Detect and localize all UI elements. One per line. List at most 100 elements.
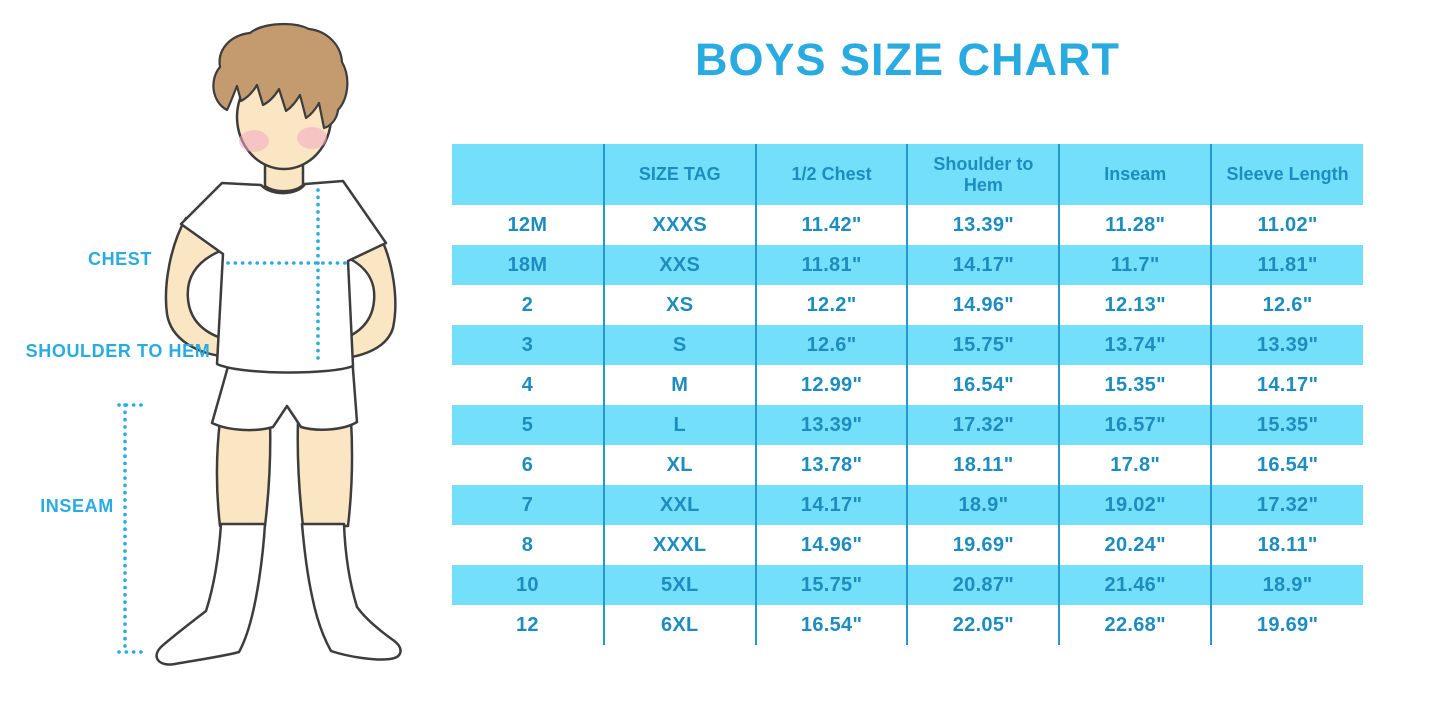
column-header: SIZE TAG bbox=[602, 144, 756, 205]
size-column-header bbox=[452, 144, 604, 205]
table-cell: 12M bbox=[507, 213, 548, 236]
table-cell: 13.74" bbox=[1058, 325, 1212, 365]
table-cell: 18.11" bbox=[1210, 525, 1363, 565]
table-row: 12 6XL 16.54" 22.05" 22.68" 19.69" bbox=[452, 605, 1363, 645]
table-cell: M bbox=[602, 365, 756, 405]
table-row: 5 L 13.39" 17.32" 16.57" 15.35" bbox=[452, 405, 1363, 445]
table-cell: 14.96" bbox=[906, 285, 1060, 325]
table-cell: S bbox=[602, 325, 756, 365]
table-cell: 12.2" bbox=[754, 285, 908, 325]
table-row: 2 XS 12.2" 14.96" 12.13" 12.6" bbox=[452, 285, 1363, 325]
table-cell: 14.17" bbox=[906, 245, 1060, 285]
table-cell: 10 bbox=[515, 573, 539, 596]
table-cell: 16.54" bbox=[906, 365, 1060, 405]
column-header: Sleeve Length bbox=[1210, 144, 1363, 205]
table-cell: 11.42" bbox=[754, 205, 908, 245]
table-row: 4 M 12.99" 16.54" 15.35" 14.17" bbox=[452, 365, 1363, 405]
table-cell: 8 bbox=[521, 533, 534, 556]
boy-sock-right bbox=[300, 522, 402, 661]
table-cell: 17.32" bbox=[906, 405, 1060, 445]
table-cell: XXL bbox=[602, 485, 756, 525]
inseam-label: INSEAM bbox=[40, 496, 114, 516]
table-cell: 17.32" bbox=[1210, 485, 1363, 525]
table-cell: XXS bbox=[602, 245, 756, 285]
table-cell: 15.75" bbox=[906, 325, 1060, 365]
table-cell: 14.17" bbox=[754, 485, 908, 525]
table-cell: XL bbox=[602, 445, 756, 485]
table-cell: 19.69" bbox=[1210, 605, 1363, 645]
table-cell: 21.46" bbox=[1058, 565, 1212, 605]
table-cell: 12.13" bbox=[1058, 285, 1212, 325]
table-cell: 6XL bbox=[602, 605, 756, 645]
table-cell: 11.81" bbox=[1210, 245, 1363, 285]
table-cell: 7 bbox=[521, 493, 534, 516]
table-cell: 12 bbox=[515, 613, 539, 636]
page-title: BOYS SIZE CHART bbox=[694, 34, 1121, 85]
table-row: 8 XXXL 14.96" 19.69" 20.24" 18.11" bbox=[452, 525, 1363, 565]
boy-leg-right bbox=[296, 418, 354, 528]
table-cell: 15.35" bbox=[1210, 405, 1363, 445]
table-cell: 5 bbox=[521, 413, 534, 436]
table-cell: 18.9" bbox=[906, 485, 1060, 525]
column-header: Inseam bbox=[1058, 144, 1212, 205]
table-cell: 19.69" bbox=[906, 525, 1060, 565]
table-cell: 16.54" bbox=[754, 605, 908, 645]
table-cell: L bbox=[602, 405, 756, 445]
table-row: 18M XXS 11.81" 14.17" 11.7" 11.81" bbox=[452, 245, 1363, 285]
boy-illustration bbox=[117, 22, 402, 666]
table-cell: 13.39" bbox=[754, 405, 908, 445]
table-body: 12M XXXS 11.42" 13.39" 11.28" 11.02" 18M XXS 11.… bbox=[452, 205, 1363, 645]
table-head-row: SIZE TAG 1/2 Chest Shoulder to Hem Inseam Sl… bbox=[452, 144, 1363, 205]
table-cell: 6 bbox=[521, 453, 534, 476]
table-row: 6 XL 13.78" 18.11" 17.8" 16.54" bbox=[452, 445, 1363, 485]
boy-tshirt bbox=[179, 179, 388, 374]
boy-cheek-right bbox=[297, 127, 327, 149]
table-cell: XS bbox=[602, 285, 756, 325]
table-cell: 18.11" bbox=[906, 445, 1060, 485]
table-cell: 15.35" bbox=[1058, 365, 1212, 405]
table-cell: 15.75" bbox=[754, 565, 908, 605]
table-cell: 18M bbox=[507, 253, 548, 276]
table-cell: 22.05" bbox=[906, 605, 1060, 645]
table-cell: 4 bbox=[521, 373, 534, 396]
table-cell: 11.28" bbox=[1058, 205, 1212, 245]
table-cell: 13.39" bbox=[906, 205, 1060, 245]
table-cell: 16.57" bbox=[1058, 405, 1212, 445]
table-cell: 11.7" bbox=[1058, 245, 1212, 285]
table-cell: 14.17" bbox=[1210, 365, 1363, 405]
table-cell: 12.6" bbox=[754, 325, 908, 365]
boy-leg-left bbox=[215, 418, 272, 528]
table-cell: 13.78" bbox=[754, 445, 908, 485]
table-cell: 22.68" bbox=[1058, 605, 1212, 645]
table-cell: 5XL bbox=[602, 565, 756, 605]
table-cell: 20.87" bbox=[906, 565, 1060, 605]
shoulder-to-hem-label: SHOULDER TO HEM bbox=[25, 341, 211, 361]
column-header: 1/2 Chest bbox=[754, 144, 908, 205]
table-cell: 19.02" bbox=[1058, 485, 1212, 525]
table-cell: XXXL bbox=[602, 525, 756, 565]
boy-measurement-diagram: CHEST SHOULDER TO HEM INSEAM bbox=[0, 0, 452, 723]
table-cell: 13.39" bbox=[1210, 325, 1363, 365]
table-row: 10 5XL 15.75" 20.87" 21.46" 18.9" bbox=[452, 565, 1363, 605]
table-cell: 3 bbox=[521, 333, 534, 356]
table-row: 12M XXXS 11.42" 13.39" 11.28" 11.02" bbox=[452, 205, 1363, 245]
table-cell: 12.6" bbox=[1210, 285, 1363, 325]
table-cell: 11.02" bbox=[1210, 205, 1363, 245]
table-cell: 14.96" bbox=[754, 525, 908, 565]
column-header: Shoulder to Hem bbox=[906, 144, 1060, 205]
table-cell: 17.8" bbox=[1058, 445, 1212, 485]
table-cell: 18.9" bbox=[1210, 565, 1363, 605]
size-chart-panel: BOYS SIZE CHART SIZE TAG 1/2 Chest Shoulde… bbox=[452, 0, 1363, 723]
table-row: 7 XXL 14.17" 18.9" 19.02" 17.32" bbox=[452, 485, 1363, 525]
table-head: SIZE TAG 1/2 Chest Shoulder to Hem Inseam Sl… bbox=[452, 144, 1363, 205]
table-cell: 12.99" bbox=[754, 365, 908, 405]
table-cell: 2 bbox=[521, 293, 534, 316]
chest-label: CHEST bbox=[87, 249, 152, 269]
table-cell: 16.54" bbox=[1210, 445, 1363, 485]
table-cell: 11.81" bbox=[754, 245, 908, 285]
boy-sock-left bbox=[155, 522, 267, 666]
boy-hair bbox=[212, 22, 349, 130]
size-table: SIZE TAG 1/2 Chest Shoulder to Hem Inseam Sl… bbox=[452, 144, 1363, 645]
boy-cheek-left bbox=[239, 130, 269, 152]
